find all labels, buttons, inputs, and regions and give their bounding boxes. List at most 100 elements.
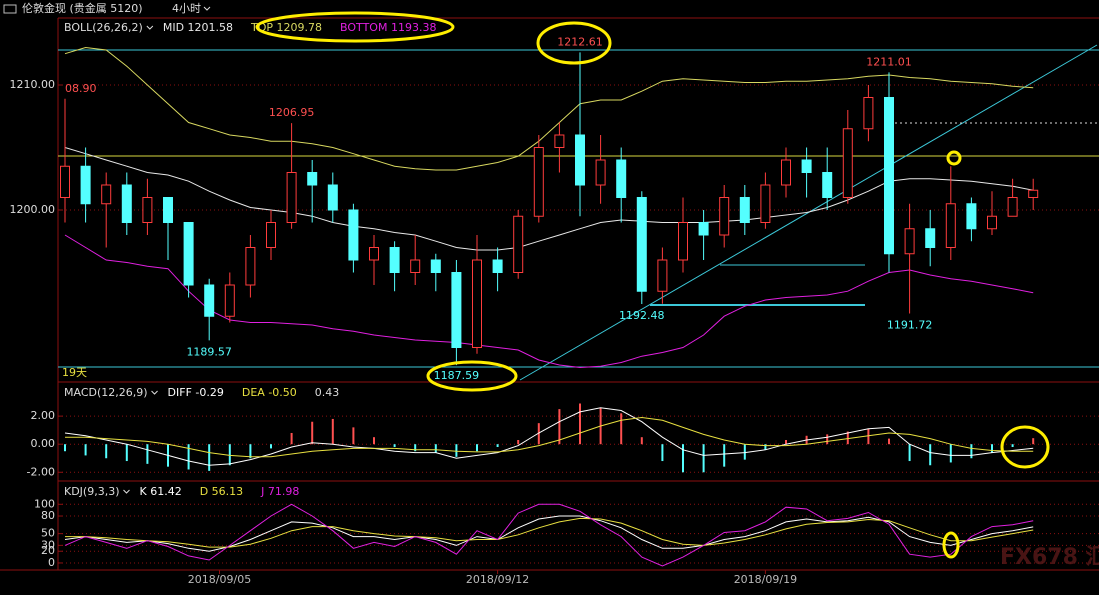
candle-body	[657, 259, 668, 292]
candle-body	[245, 247, 256, 286]
candle-body	[863, 97, 874, 130]
low-annotation: 1189.57	[186, 345, 232, 358]
band-line	[64, 234, 1034, 369]
candle-body	[369, 247, 379, 261]
y-tick-label: 0.00	[31, 437, 56, 450]
candle-body	[987, 215, 997, 230]
candle-body	[1007, 197, 1018, 217]
candle-body	[884, 97, 894, 255]
candle-body	[389, 247, 400, 273]
candle-body	[183, 222, 194, 286]
candle-body	[430, 259, 441, 273]
candle-body	[1028, 189, 1039, 198]
indicator-line	[65, 517, 1034, 548]
candle-body	[513, 215, 524, 273]
candle-body	[575, 134, 585, 186]
candle-body	[945, 203, 956, 248]
period-label: 19天	[62, 366, 87, 379]
x-tick-label: 2018/09/19	[734, 573, 797, 586]
indicator-title: KDJ(9,3,3)	[64, 485, 120, 498]
candle-body	[224, 284, 235, 317]
indicator-chevron	[146, 25, 154, 30]
candle-body	[842, 128, 853, 198]
candle-body	[80, 165, 91, 205]
legend-entry: J 71.98	[260, 485, 299, 498]
highlight-ring	[536, 21, 612, 65]
y-tick-label: 100	[34, 497, 55, 510]
legend-entry: K 61.42	[140, 485, 182, 498]
watermark: FX678 汇通网	[1000, 545, 1099, 570]
legend-entry: TOP 1209.78	[250, 21, 322, 34]
highlight-ring	[942, 531, 960, 559]
candle-body	[739, 197, 750, 223]
candle-body	[533, 147, 544, 217]
candle-body	[801, 159, 812, 173]
candle-body	[698, 222, 709, 236]
y-tick-label: 50	[41, 527, 55, 540]
y-tick-label: 30	[41, 538, 55, 551]
low-annotation: 1187.59	[434, 369, 480, 382]
high-annotation: 08.90	[65, 82, 97, 95]
candle-body	[925, 228, 936, 248]
candle-body	[307, 172, 318, 186]
band-line	[64, 46, 1034, 171]
candle-body	[451, 272, 462, 348]
candle-body	[719, 197, 730, 236]
candle-body	[595, 159, 606, 186]
candle-body	[822, 172, 833, 198]
candle-body	[163, 197, 173, 223]
candle-body	[348, 209, 359, 261]
indicator-chevron	[123, 489, 130, 494]
candle-body	[966, 203, 977, 230]
candle-body	[327, 184, 338, 211]
candle-body	[121, 184, 132, 223]
legend-entry: DIFF -0.29	[168, 386, 224, 399]
y-tick-label: -2.00	[27, 465, 55, 478]
candle-body	[636, 197, 647, 292]
candle-body	[204, 284, 215, 317]
candle-body	[60, 165, 70, 198]
y-tick-label: 20	[41, 544, 55, 557]
candle-body	[266, 222, 276, 248]
candle-body	[286, 172, 297, 223]
high-annotation: 1206.95	[269, 106, 315, 119]
candle-body	[781, 159, 791, 186]
low-annotation: 1192.48	[619, 309, 665, 322]
x-tick-label: 2018/09/12	[466, 573, 529, 586]
timeframe[interactable]: 4小时	[172, 2, 201, 15]
highlight-ring	[1000, 425, 1050, 469]
x-tick-label: 2018/09/05	[188, 573, 251, 586]
highlight-ring	[426, 360, 518, 392]
candle-body	[678, 222, 688, 261]
y-tick-label: 1200.00	[10, 203, 56, 216]
y-tick-label: 2.00	[31, 409, 56, 422]
high-annotation: 1211.01	[866, 55, 912, 68]
candle-body	[492, 259, 503, 273]
timeframe-chevron[interactable]	[203, 6, 211, 11]
y-tick-label: 1210.00	[10, 78, 56, 91]
app-icon	[3, 4, 17, 14]
band-line	[64, 147, 1034, 251]
candle-body	[142, 197, 153, 223]
candle-body	[410, 259, 421, 273]
indicator-line	[64, 407, 1034, 466]
legend-entry: BOTTOM 1193.38	[340, 21, 436, 34]
indicator-line	[64, 503, 1034, 567]
y-tick-label: 0	[48, 556, 55, 569]
legend-entry: D 56.13	[200, 485, 243, 498]
candle-body	[472, 259, 482, 348]
candle-body	[554, 134, 565, 148]
highlight-ring	[946, 150, 962, 166]
high-annotation: 1212.61	[557, 35, 603, 48]
legend-entry: DEA -0.50	[242, 386, 297, 399]
candle-body	[101, 184, 112, 205]
candle-body	[616, 159, 627, 198]
candle-body	[760, 184, 771, 223]
legend-entry: 0.43	[315, 386, 340, 399]
y-tick-label: 80	[41, 509, 55, 522]
instrument-title: 伦敦金现 (贵金属 5120)	[22, 1, 143, 15]
highlight-ring	[255, 11, 455, 43]
indicator-title: MACD(12,26,9)	[64, 386, 148, 399]
